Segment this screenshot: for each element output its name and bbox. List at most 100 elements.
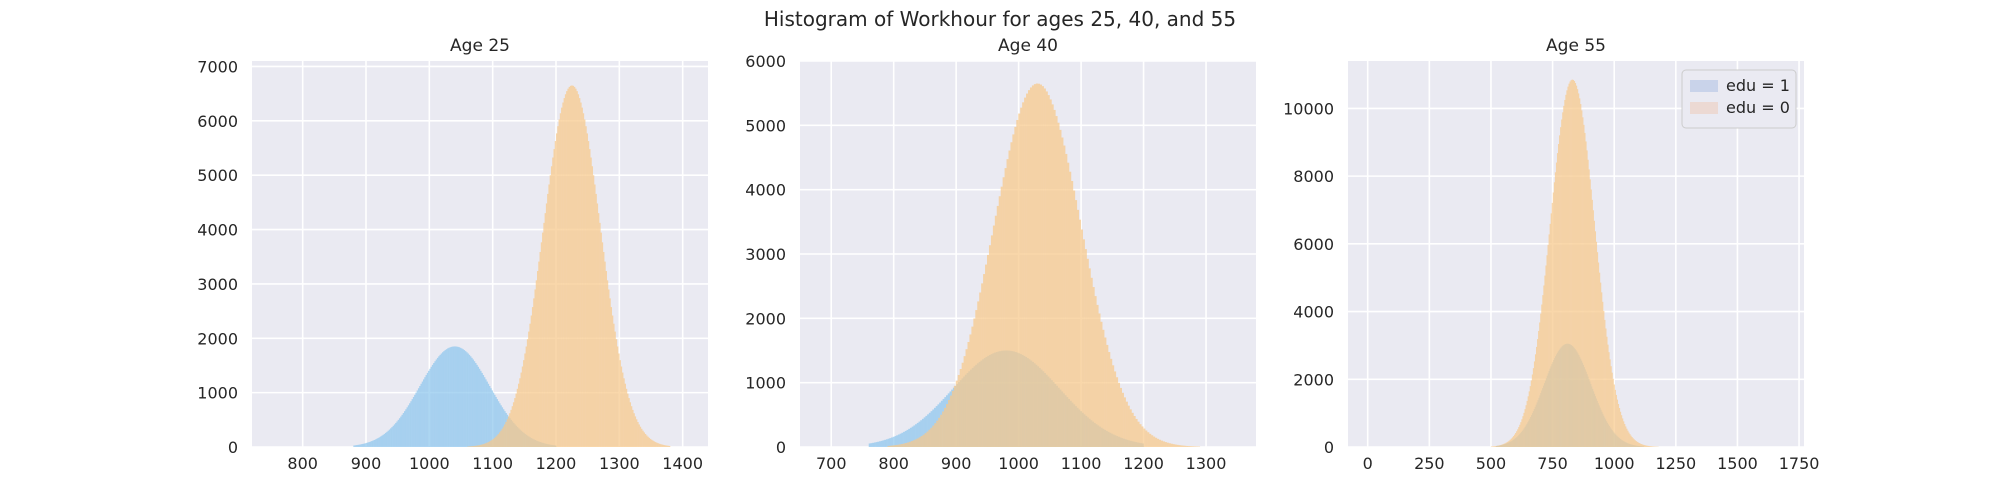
- histogram-bar: [1608, 352, 1610, 447]
- histogram-bar: [429, 368, 431, 447]
- histogram-bar: [486, 442, 488, 447]
- histogram-bar: [547, 193, 549, 447]
- histogram-bar: [369, 441, 372, 447]
- histogram-bar: [625, 388, 628, 447]
- histogram-bar: [372, 440, 374, 447]
- x-tick-label: 1000: [409, 454, 450, 473]
- y-tick-label: 2000: [745, 309, 786, 328]
- histogram-bar: [476, 364, 478, 447]
- histogram-bar: [1184, 445, 1187, 447]
- histogram-bar: [406, 407, 409, 447]
- histogram-bar: [1180, 445, 1183, 447]
- histogram-bar: [1646, 445, 1648, 447]
- histogram-bar: [1558, 144, 1560, 447]
- x-tick-label: 500: [1476, 454, 1507, 473]
- x-tick-label: 1750: [1779, 454, 1820, 473]
- histogram-bar: [1035, 83, 1039, 448]
- histogram-bar: [990, 235, 994, 447]
- histogram-bar: [1109, 358, 1113, 447]
- figure-suptitle: Histogram of Workhour for ages 25, 40, a…: [764, 7, 1236, 31]
- histogram-bar: [983, 274, 986, 447]
- histogram-bar: [357, 444, 359, 447]
- x-tick-label: 1200: [1123, 454, 1164, 473]
- histogram-bar: [405, 409, 407, 447]
- histogram-bar: [449, 347, 452, 447]
- histogram-bar: [497, 401, 500, 447]
- histogram-bar: [1633, 439, 1635, 447]
- histogram-bar: [575, 88, 577, 448]
- histogram-bar: [967, 341, 970, 447]
- histogram-bar: [602, 251, 605, 447]
- histogram-bar: [592, 175, 595, 447]
- histogram-bar: [433, 362, 435, 447]
- axes-title: Age 40: [998, 36, 1058, 56]
- histogram-bar: [549, 175, 552, 447]
- histogram-bar: [1154, 437, 1158, 447]
- histogram-bar: [1528, 391, 1531, 447]
- histogram-bar: [1022, 102, 1025, 448]
- axes-title: Age 25: [450, 36, 510, 56]
- histogram-bar: [1024, 97, 1027, 448]
- y-tick-label: 3000: [197, 275, 238, 294]
- histogram-bar: [1160, 440, 1163, 447]
- x-tick-label: 1000: [1594, 454, 1635, 473]
- histogram-bar: [354, 445, 357, 447]
- histogram-bar: [605, 271, 607, 447]
- histogram-bar: [482, 444, 485, 447]
- histogram-bar: [600, 232, 602, 447]
- histogram-bar: [410, 401, 412, 447]
- histogram-bar: [473, 445, 476, 447]
- histogram-bar: [360, 444, 363, 447]
- histogram-bar: [607, 289, 610, 447]
- histogram-bar: [1039, 84, 1042, 447]
- y-tick-label: 4000: [197, 221, 238, 240]
- histogram-bar: [1648, 446, 1650, 447]
- x-tick-label: 1300: [1186, 454, 1227, 473]
- histogram-bar: [388, 429, 391, 447]
- histogram-bar: [542, 232, 544, 447]
- histogram-bar: [899, 444, 902, 447]
- histogram-bar: [652, 440, 654, 447]
- histogram-bar: [649, 438, 652, 447]
- histogram-bar: [659, 444, 662, 447]
- histogram-bar: [621, 372, 624, 447]
- histogram-bar: [1609, 359, 1611, 447]
- histogram-bar: [496, 399, 499, 447]
- histogram-bar: [1597, 262, 1600, 447]
- histogram-bar: [875, 442, 878, 447]
- histogram-bar: [1574, 82, 1577, 448]
- histogram-bar: [462, 349, 464, 447]
- histogram-bar: [619, 360, 621, 447]
- histogram-bar: [597, 213, 600, 447]
- histogram-bar: [904, 430, 907, 447]
- histogram-bar: [1031, 85, 1035, 447]
- histogram-bar: [1591, 199, 1593, 447]
- histogram-bar: [1530, 380, 1533, 447]
- histogram-bar: [1616, 399, 1619, 447]
- histogram-bar: [1131, 412, 1134, 447]
- histogram-bar: [1626, 428, 1628, 447]
- histogram-bar: [550, 166, 553, 447]
- x-tick-label: 900: [351, 454, 382, 473]
- histogram-series-edu0: [467, 85, 671, 448]
- histogram-bar: [397, 419, 400, 447]
- histogram-bar: [1518, 427, 1520, 447]
- histogram-bar: [996, 205, 1000, 447]
- histogram-bar: [634, 416, 637, 447]
- histogram-bar: [490, 388, 492, 447]
- histogram-bar: [566, 91, 568, 448]
- histogram-bar: [903, 443, 906, 447]
- histogram-bar: [1059, 129, 1062, 447]
- histogram-bar: [1632, 438, 1634, 447]
- histogram-bar: [1618, 408, 1621, 447]
- histogram-bar: [1642, 444, 1645, 447]
- histogram-bar: [905, 443, 908, 447]
- histogram-bar: [645, 435, 648, 447]
- histogram-bar: [371, 441, 373, 447]
- histogram-bar: [1580, 104, 1582, 448]
- histogram-bar: [648, 437, 651, 447]
- histogram-bar: [416, 390, 419, 447]
- histogram-bar: [1499, 445, 1501, 447]
- histogram-bar: [1004, 168, 1007, 447]
- histogram-bar: [1012, 134, 1015, 447]
